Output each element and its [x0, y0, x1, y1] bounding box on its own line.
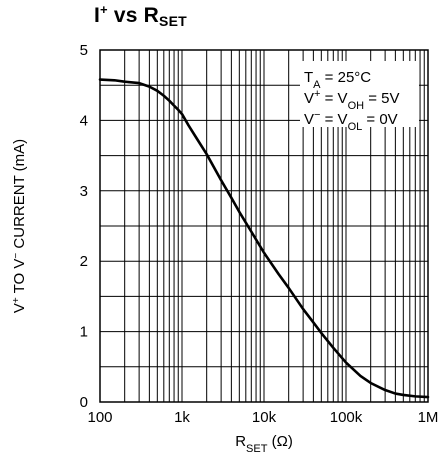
- y-tick-label: 0: [80, 394, 88, 411]
- y-tick-labels: 0 1 2 3 4 5: [80, 42, 88, 411]
- x-tick-label: 100: [87, 409, 112, 426]
- annotation-background: [300, 61, 419, 127]
- x-axis-label: RSET (Ω): [235, 433, 293, 455]
- annotation-box: [300, 61, 419, 127]
- annotation-line: TA = 25°C: [304, 69, 371, 91]
- x-tick-label: 100k: [330, 409, 363, 426]
- x-tick-label: 10k: [252, 409, 277, 426]
- x-tick-label: 1M: [418, 409, 439, 426]
- series-layer: [98, 78, 430, 399]
- grid: [99, 49, 428, 403]
- y-tick-label: 1: [80, 324, 88, 341]
- chart-title: I+ vs RSET: [94, 2, 187, 29]
- x-tick-labels: 100 1k 10k 100k 1M: [87, 409, 438, 426]
- y-tick-label: 4: [80, 112, 88, 129]
- y-tick-label: 2: [80, 253, 88, 270]
- plot-frame: [99, 49, 429, 403]
- plot-border: [99, 49, 429, 403]
- series-line-0: [98, 78, 430, 399]
- annotations: TA = 25°CV+ = VOH = 5VV− = VOL = 0V: [304, 69, 400, 133]
- y-tick-label: 5: [80, 42, 88, 59]
- annotation-line: V− = VOL = 0V: [304, 109, 398, 133]
- annotation-line: V+ = VOH = 5V: [304, 88, 400, 112]
- y-tick-label: 3: [80, 183, 88, 200]
- x-tick-label: 1k: [174, 409, 190, 426]
- y-axis-label: V+ TO V− CURRENT (mA): [11, 139, 29, 313]
